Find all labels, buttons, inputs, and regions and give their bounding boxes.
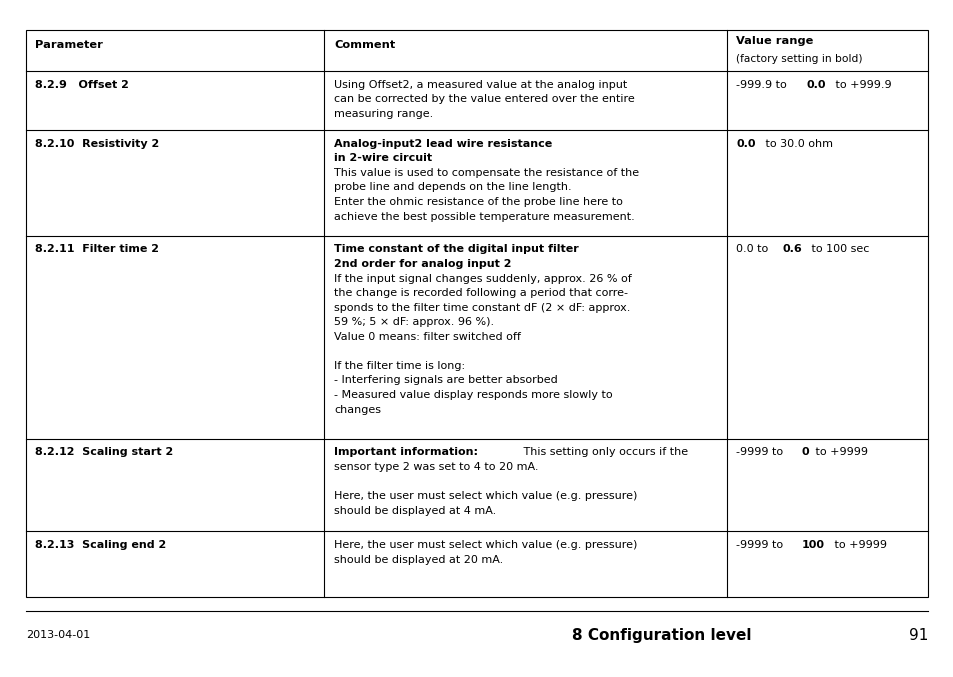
Text: -9999 to: -9999 to	[736, 540, 786, 550]
Text: - Measured value display responds more slowly to: - Measured value display responds more s…	[334, 390, 612, 400]
Text: in 2-wire circuit: in 2-wire circuit	[334, 153, 432, 163]
Text: Value range: Value range	[736, 37, 813, 46]
Text: should be displayed at 4 mA.: should be displayed at 4 mA.	[334, 506, 496, 516]
Text: Here, the user must select which value (e.g. pressure): Here, the user must select which value (…	[334, 492, 637, 501]
Text: - Interfering signals are better absorbed: - Interfering signals are better absorbe…	[334, 375, 558, 385]
Text: Important information:: Important information:	[334, 447, 477, 458]
Text: 0: 0	[801, 447, 808, 458]
Text: Analog-input2 lead wire resistance: Analog-input2 lead wire resistance	[334, 139, 552, 149]
Text: probe line and depends on the line length.: probe line and depends on the line lengt…	[334, 182, 571, 192]
Text: 8.2.11  Filter time 2: 8.2.11 Filter time 2	[35, 244, 159, 255]
Text: Parameter: Parameter	[35, 41, 103, 50]
Text: to +9999: to +9999	[811, 447, 866, 458]
Text: 8 Configuration level: 8 Configuration level	[572, 628, 751, 643]
Text: 8.2.10  Resistivity 2: 8.2.10 Resistivity 2	[35, 139, 159, 149]
Text: 0.0 to: 0.0 to	[736, 244, 771, 255]
Text: the change is recorded following a period that corre-: the change is recorded following a perio…	[334, 288, 627, 298]
Text: sensor type 2 was set to 4 to 20 mA.: sensor type 2 was set to 4 to 20 mA.	[334, 462, 537, 472]
Text: This value is used to compensate the resistance of the: This value is used to compensate the res…	[334, 168, 639, 178]
Text: 8.2.13  Scaling end 2: 8.2.13 Scaling end 2	[35, 540, 167, 550]
Text: changes: changes	[334, 404, 380, 414]
Text: 59 %; 5 × dF: approx. 96 %).: 59 %; 5 × dF: approx. 96 %).	[334, 317, 494, 327]
Text: Using Offset2, a measured value at the analog input: Using Offset2, a measured value at the a…	[334, 80, 626, 90]
Text: If the filter time is long:: If the filter time is long:	[334, 361, 464, 371]
Text: 8.2.9   Offset 2: 8.2.9 Offset 2	[35, 80, 129, 90]
Text: can be corrected by the value entered over the entire: can be corrected by the value entered ov…	[334, 94, 634, 104]
Text: If the input signal changes suddenly, approx. 26 % of: If the input signal changes suddenly, ap…	[334, 274, 631, 284]
Text: 2013-04-01: 2013-04-01	[26, 630, 90, 640]
Text: 0.0: 0.0	[805, 80, 825, 90]
Text: sponds to the filter time constant dF (2 × dF: approx.: sponds to the filter time constant dF (2…	[334, 303, 630, 313]
Text: This setting only occurs if the: This setting only occurs if the	[519, 447, 687, 458]
Text: Here, the user must select which value (e.g. pressure): Here, the user must select which value (…	[334, 540, 637, 550]
Text: 2nd order for analog input 2: 2nd order for analog input 2	[334, 259, 511, 269]
Text: (factory setting in bold): (factory setting in bold)	[736, 54, 862, 64]
Text: -9999 to: -9999 to	[736, 447, 786, 458]
Bar	[26, 30, 927, 597]
Text: Enter the ohmic resistance of the probe line here to: Enter the ohmic resistance of the probe …	[334, 197, 622, 207]
Text: to 30.0 ohm: to 30.0 ohm	[760, 139, 832, 149]
Text: Value 0 means: filter switched off: Value 0 means: filter switched off	[334, 332, 520, 342]
Text: 100: 100	[801, 540, 824, 550]
Text: to +999.9: to +999.9	[831, 80, 890, 90]
Text: 0.0: 0.0	[736, 139, 755, 149]
Text: Comment: Comment	[334, 41, 395, 50]
Text: 91: 91	[908, 628, 927, 643]
Text: should be displayed at 20 mA.: should be displayed at 20 mA.	[334, 555, 502, 565]
Text: Time constant of the digital input filter: Time constant of the digital input filte…	[334, 244, 578, 255]
Text: measuring range.: measuring range.	[334, 109, 433, 119]
Text: to 100 sec: to 100 sec	[807, 244, 868, 255]
Text: 0.6: 0.6	[781, 244, 801, 255]
Text: -999.9 to: -999.9 to	[736, 80, 790, 90]
Text: to +9999: to +9999	[831, 540, 886, 550]
Text: 8.2.12  Scaling start 2: 8.2.12 Scaling start 2	[35, 447, 173, 458]
Text: achieve the best possible temperature measurement.: achieve the best possible temperature me…	[334, 211, 634, 221]
